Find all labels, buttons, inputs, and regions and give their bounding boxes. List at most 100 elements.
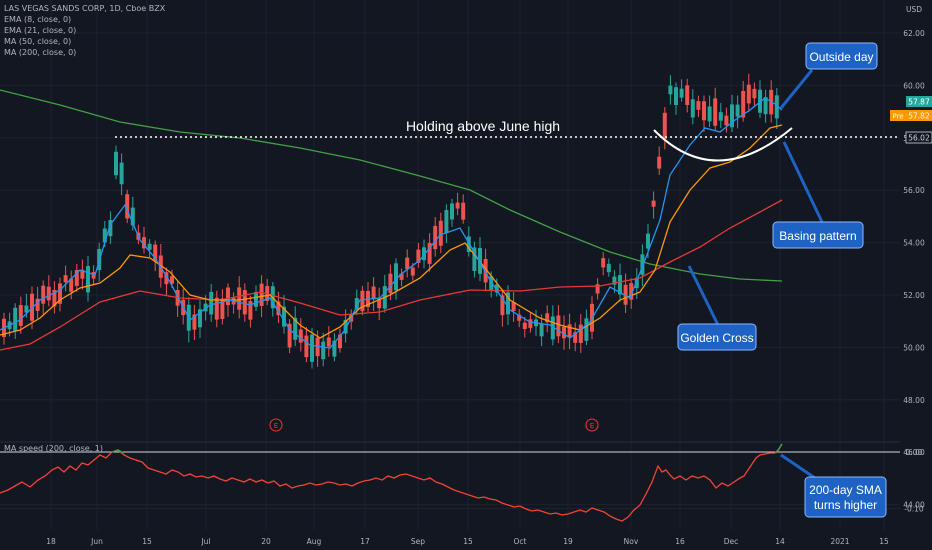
candle-body — [102, 228, 107, 243]
speed-axis[interactable]: 0.00-0.10-0.20 — [904, 448, 924, 550]
candle-body — [494, 284, 499, 293]
candle-body — [63, 275, 68, 283]
price-tick-label: 60.00 — [903, 81, 925, 90]
candle-body — [539, 323, 544, 337]
earnings-marker[interactable]: E — [585, 418, 599, 432]
candle-body — [707, 106, 712, 122]
candle-body — [41, 285, 46, 304]
svg-text:Outside day: Outside day — [809, 50, 873, 64]
candle-body — [696, 101, 701, 110]
time-tick-label: Aug — [307, 537, 322, 546]
currency-label: USD — [906, 5, 922, 14]
candle-body — [203, 303, 208, 312]
time-tick-label: 18 — [46, 537, 56, 546]
candle-body — [511, 302, 516, 311]
candle-body — [724, 115, 729, 126]
candle-body — [713, 98, 718, 126]
candle-body — [528, 319, 533, 328]
candle-body — [584, 318, 589, 341]
candle-body — [52, 290, 57, 307]
candle-body — [651, 200, 656, 207]
candle-body — [276, 301, 281, 316]
sma-callout: 200-day SMA turns higher — [804, 476, 887, 518]
ma-speed-green-tip — [775, 443, 783, 454]
candle-body — [354, 298, 359, 310]
price-tick-label: 62.00 — [903, 29, 925, 38]
candle-body — [506, 292, 510, 315]
time-tick-label: 15 — [463, 537, 473, 546]
candle-body — [343, 319, 348, 334]
time-tick-label: 19 — [563, 537, 573, 546]
time-tick-label: 14 — [775, 537, 785, 546]
candle-body — [612, 276, 617, 285]
candles — [2, 73, 779, 369]
candle-body — [86, 266, 90, 293]
candle-body — [242, 290, 247, 315]
candle-body — [567, 324, 572, 338]
candle-body — [438, 220, 443, 246]
candle-body — [774, 95, 779, 119]
candle-body — [595, 284, 600, 294]
price-tick-label: 44.00 — [903, 501, 925, 510]
candle-body — [282, 306, 286, 327]
speed-tick-label: -0.10 — [904, 505, 924, 514]
time-tick-label: Dec — [724, 537, 739, 546]
candle-body — [410, 267, 415, 276]
candle-body — [388, 273, 393, 294]
candle-body — [752, 88, 757, 99]
outside-day-pointer — [779, 69, 814, 109]
candle-body — [214, 297, 219, 320]
candle-body — [679, 88, 684, 98]
chart-title[interactable]: LAS VEGAS SANDS CORP, 1D, Cboe BZX — [4, 4, 166, 13]
time-axis[interactable]: 18 Jun 15 Jul 20 Aug 17 Sep 15 Oct 19 Nov 16 Dec 14 202… — [46, 537, 889, 546]
candle-body — [377, 298, 382, 309]
candle-body — [248, 301, 253, 320]
candle-body — [69, 278, 74, 292]
candle-body — [472, 247, 477, 272]
basing-callout: Basing pattern — [772, 221, 864, 249]
ma-speed-line — [0, 443, 783, 522]
candle-body — [399, 273, 404, 280]
candle-body — [125, 194, 130, 219]
svg-text:Basing pattern: Basing pattern — [779, 229, 856, 243]
candle-body — [746, 84, 751, 104]
svg-text:E: E — [590, 422, 594, 430]
candle-body — [192, 314, 197, 330]
candle-body — [657, 156, 662, 169]
indicator-ma50[interactable]: MA (50, close, 0) — [4, 37, 72, 46]
earnings-marker[interactable]: E — [269, 418, 283, 432]
price-tick-label: 50.00 — [903, 343, 925, 352]
candle-body — [153, 244, 158, 262]
svg-text:E: E — [274, 422, 278, 430]
candle-body — [58, 283, 62, 304]
ema21-line — [0, 124, 783, 339]
basing-arc — [653, 127, 793, 162]
candle-body — [500, 295, 505, 316]
candle-body — [718, 112, 723, 121]
ma50-line — [0, 199, 783, 351]
candle-body — [405, 257, 410, 270]
candle-body — [119, 162, 124, 185]
level-badge: 56.02 — [905, 131, 932, 144]
indicator-ema21[interactable]: EMA (21, close, 0) — [4, 26, 77, 35]
candle-body — [573, 332, 578, 343]
candle-body — [130, 207, 135, 226]
candle-body — [287, 323, 292, 348]
candle-body — [685, 85, 690, 105]
candle-body — [371, 286, 376, 300]
sma-pointer — [780, 453, 816, 480]
price-axis[interactable]: 62.0060.0058.0056.0054.0052.0050.0048.00… — [903, 29, 925, 550]
candle-body — [578, 324, 583, 343]
indicator-ma200[interactable]: MA (200, close, 0) — [4, 48, 77, 57]
candle-body — [427, 243, 432, 264]
candle-body — [730, 104, 734, 128]
ma-speed-green-peak — [111, 449, 125, 454]
candle-body — [315, 337, 320, 357]
price-tick-label: 52.00 — [903, 291, 925, 300]
lower-pane-title[interactable]: MA speed (200, close, 1) — [4, 444, 104, 453]
indicator-ema8[interactable]: EMA (8, close, 0) — [4, 15, 72, 24]
svg-text:57.82: 57.82 — [908, 112, 930, 121]
golden-cross-pointer — [687, 265, 720, 326]
svg-text:turns higher: turns higher — [814, 498, 877, 512]
